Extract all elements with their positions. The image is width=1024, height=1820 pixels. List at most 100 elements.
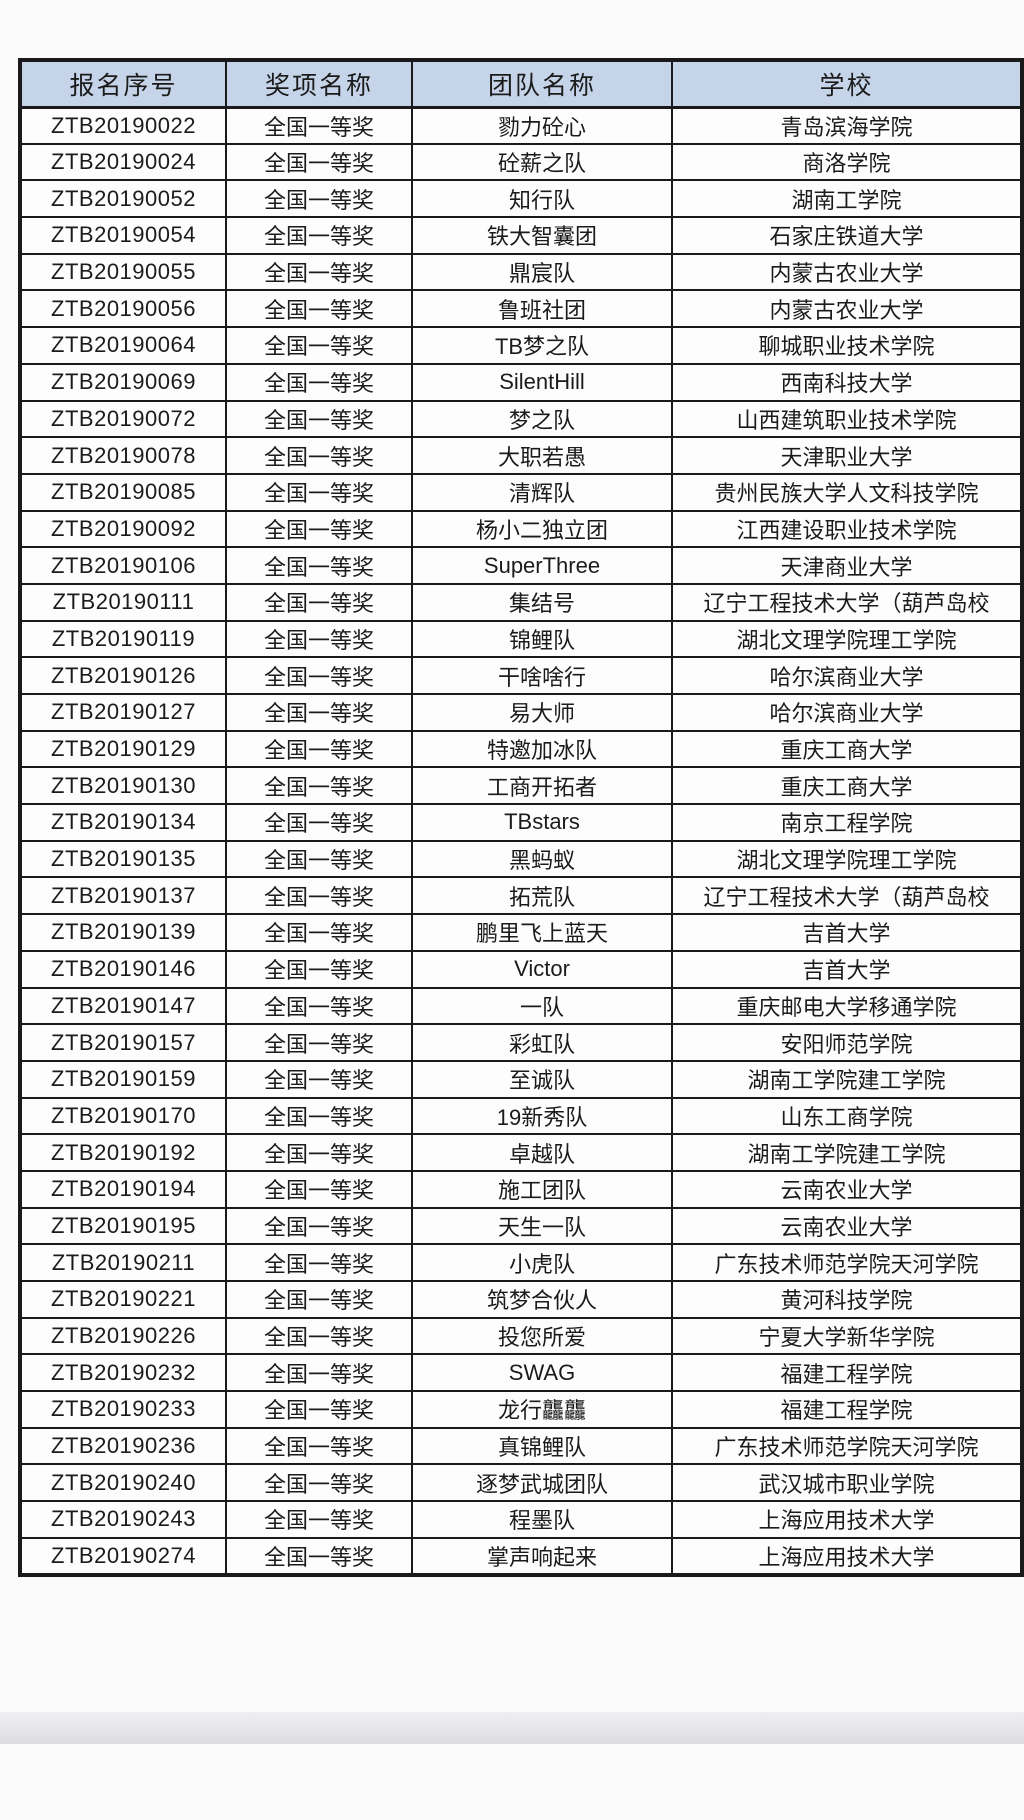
header-row: 报名序号 奖项名称 团队名称 学校 xyxy=(19,59,1023,109)
cell-team-name: 集结号 xyxy=(411,582,673,622)
cell-award-name: 全国一等奖 xyxy=(225,252,413,292)
cell-award-name: 全国一等奖 xyxy=(225,1390,413,1429)
cell-award-name: 全国一等奖 xyxy=(225,1353,413,1393)
cell-registration-id: ZTB20190092 xyxy=(19,509,227,549)
table-row: ZTB20190054 全国一等奖 铁大智囊团 石家庄铁道大学 xyxy=(19,216,1023,255)
cell-team-name: 卓越队 xyxy=(411,1133,673,1172)
cell-school: 上海应用技术大学 xyxy=(671,1536,1023,1576)
cell-award-name: 全国一等奖 xyxy=(225,1536,413,1576)
cell-award-name: 全国一等奖 xyxy=(225,619,413,659)
cell-school: 南京工程学院 xyxy=(671,803,1023,842)
cell-team-name: 彩虹队 xyxy=(411,1023,673,1062)
cell-registration-id: ZTB20190137 xyxy=(19,876,227,916)
table-row: ZTB20190024 全国一等奖 砼薪之队 商洛学院 xyxy=(19,142,1023,182)
table-row: ZTB20190135 全国一等奖 黑蚂蚁 湖北文理学院理工学院 xyxy=(19,839,1023,879)
award-results-table: 报名序号 奖项名称 团队名称 学校 ZTB20190022 全国一等奖 勠力砼心 青岛滨海学… xyxy=(18,58,1024,1577)
table-row: ZTB20190192 全国一等奖 卓越队 湖南工学院建工学院 xyxy=(19,1133,1023,1172)
cell-award-name: 全国一等奖 xyxy=(225,546,413,585)
cell-registration-id: ZTB20190024 xyxy=(19,142,227,182)
cell-award-name: 全国一等奖 xyxy=(225,326,413,365)
cell-school: 上海应用技术大学 xyxy=(671,1500,1023,1539)
cell-team-name: Victor xyxy=(411,949,673,989)
table-row: ZTB20190022 全国一等奖 勠力砼心 青岛滨海学院 xyxy=(19,106,1023,145)
cell-team-name: 工商开拓者 xyxy=(411,766,673,806)
table-row: ZTB20190111 全国一等奖 集结号 辽宁工程技术大学（葫芦岛校 xyxy=(19,582,1023,622)
cell-team-name: 鲁班社团 xyxy=(411,289,673,329)
cell-team-name: SilentHill xyxy=(411,362,673,402)
cell-registration-id: ZTB20190106 xyxy=(19,546,227,585)
cell-school: 青岛滨海学院 xyxy=(671,106,1023,145)
table-body: ZTB20190022 全国一等奖 勠力砼心 青岛滨海学院 ZTB20190024 全国一… xyxy=(19,106,1023,1576)
cell-team-name: SWAG xyxy=(411,1353,673,1393)
table-row: ZTB20190078 全国一等奖 大职若愚 天津职业大学 xyxy=(19,436,1023,475)
table-row: ZTB20190056 全国一等奖 鲁班社团 内蒙古农业大学 xyxy=(19,289,1023,329)
table-row: ZTB20190126 全国一等奖 干啥啥行 哈尔滨商业大学 xyxy=(19,656,1023,695)
cell-registration-id: ZTB20190069 xyxy=(19,362,227,402)
cell-team-name: 易大师 xyxy=(411,693,673,732)
table-row: ZTB20190069 全国一等奖 SilentHill 西南科技大学 xyxy=(19,362,1023,402)
cell-team-name: 砼薪之队 xyxy=(411,142,673,182)
cell-team-name: 真锦鲤队 xyxy=(411,1426,673,1466)
cell-team-name: 至诚队 xyxy=(411,1059,673,1099)
cell-team-name: 小虎队 xyxy=(411,1243,673,1282)
cell-award-name: 全国一等奖 xyxy=(225,1500,413,1539)
cell-award-name: 全国一等奖 xyxy=(225,729,413,769)
cell-award-name: 全国一等奖 xyxy=(225,142,413,182)
cell-team-name: 梦之队 xyxy=(411,399,673,439)
cell-team-name: 锦鲤队 xyxy=(411,619,673,659)
cell-registration-id: ZTB20190147 xyxy=(19,986,227,1026)
cell-school: 哈尔滨商业大学 xyxy=(671,693,1023,732)
cell-registration-id: ZTB20190085 xyxy=(19,472,227,512)
cell-award-name: 全国一等奖 xyxy=(225,106,413,145)
cell-registration-id: ZTB20190195 xyxy=(19,1206,227,1246)
table-row: ZTB20190194 全国一等奖 施工团队 云南农业大学 xyxy=(19,1169,1023,1209)
cell-school: 福建工程学院 xyxy=(671,1353,1023,1393)
cell-award-name: 全国一等奖 xyxy=(225,1059,413,1099)
cell-registration-id: ZTB20190233 xyxy=(19,1390,227,1429)
cell-registration-id: ZTB20190056 xyxy=(19,289,227,329)
cell-team-name: 19新秀队 xyxy=(411,1096,673,1136)
cell-registration-id: ZTB20190240 xyxy=(19,1463,227,1503)
cell-award-name: 全国一等奖 xyxy=(225,1316,413,1356)
cell-award-name: 全国一等奖 xyxy=(225,1096,413,1136)
cell-team-name: 杨小二独立团 xyxy=(411,509,673,549)
table-row: ZTB20190221 全国一等奖 筑梦合伙人 黄河科技学院 xyxy=(19,1280,1023,1319)
cell-school: 福建工程学院 xyxy=(671,1390,1023,1429)
table-row: ZTB20190072 全国一等奖 梦之队 山西建筑职业技术学院 xyxy=(19,399,1023,439)
cell-school: 内蒙古农业大学 xyxy=(671,252,1023,292)
cell-registration-id: ZTB20190119 xyxy=(19,619,227,659)
table-row: ZTB20190130 全国一等奖 工商开拓者 重庆工商大学 xyxy=(19,766,1023,806)
table-row: ZTB20190119 全国一等奖 锦鲤队 湖北文理学院理工学院 xyxy=(19,619,1023,659)
cell-award-name: 全国一等奖 xyxy=(225,986,413,1026)
table-row: ZTB20190137 全国一等奖 拓荒队 辽宁工程技术大学（葫芦岛校 xyxy=(19,876,1023,916)
table-row: ZTB20190159 全国一等奖 至诚队 湖南工学院建工学院 xyxy=(19,1059,1023,1099)
cell-school: 吉首大学 xyxy=(671,913,1023,952)
cell-school: 商洛学院 xyxy=(671,142,1023,182)
table-row: ZTB20190139 全国一等奖 鹏里飞上蓝天 吉首大学 xyxy=(19,913,1023,952)
table-row: ZTB20190211 全国一等奖 小虎队 广东技术师范学院天河学院 xyxy=(19,1243,1023,1282)
cell-registration-id: ZTB20190134 xyxy=(19,803,227,842)
cell-registration-id: ZTB20190135 xyxy=(19,839,227,879)
cell-registration-id: ZTB20190054 xyxy=(19,216,227,255)
table-row: ZTB20190092 全国一等奖 杨小二独立团 江西建设职业技术学院 xyxy=(19,509,1023,549)
cell-school: 重庆工商大学 xyxy=(671,729,1023,769)
table-row: ZTB20190243 全国一等奖 程墨队 上海应用技术大学 xyxy=(19,1500,1023,1539)
cell-school: 西南科技大学 xyxy=(671,362,1023,402)
column-header-team-name: 团队名称 xyxy=(411,59,673,109)
table-row: ZTB20190236 全国一等奖 真锦鲤队 广东技术师范学院天河学院 xyxy=(19,1426,1023,1466)
cell-team-name: 掌声响起来 xyxy=(411,1536,673,1576)
cell-school: 天津职业大学 xyxy=(671,436,1023,475)
cell-school: 安阳师范学院 xyxy=(671,1023,1023,1062)
cell-award-name: 全国一等奖 xyxy=(225,1280,413,1319)
cell-award-name: 全国一等奖 xyxy=(225,216,413,255)
table-row: ZTB20190157 全国一等奖 彩虹队 安阳师范学院 xyxy=(19,1023,1023,1062)
cell-registration-id: ZTB20190055 xyxy=(19,252,227,292)
cell-school: 广东技术师范学院天河学院 xyxy=(671,1243,1023,1282)
cell-team-name: 逐梦武城团队 xyxy=(411,1463,673,1503)
cell-school: 云南农业大学 xyxy=(671,1169,1023,1209)
cell-school: 湖北文理学院理工学院 xyxy=(671,839,1023,879)
cell-school: 江西建设职业技术学院 xyxy=(671,509,1023,549)
cell-registration-id: ZTB20190236 xyxy=(19,1426,227,1466)
cell-team-name: 大职若愚 xyxy=(411,436,673,475)
